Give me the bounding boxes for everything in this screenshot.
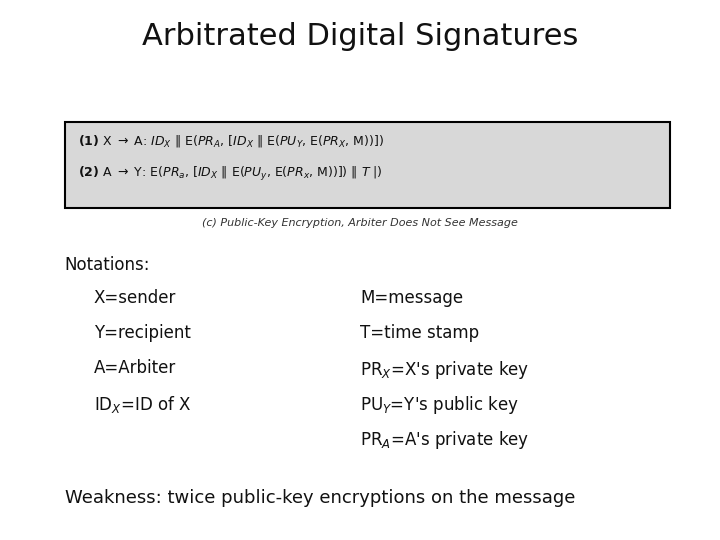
Text: A=Arbiter: A=Arbiter <box>94 359 176 377</box>
Text: PU$_Y$=Y's public key: PU$_Y$=Y's public key <box>360 394 519 416</box>
Text: PR$_X$=X's private key: PR$_X$=X's private key <box>360 359 529 381</box>
Text: Arbitrated Digital Signatures: Arbitrated Digital Signatures <box>142 22 578 51</box>
Text: ID$_X$=ID of X: ID$_X$=ID of X <box>94 394 191 415</box>
Text: Notations:: Notations: <box>65 256 150 274</box>
Text: T=time stamp: T=time stamp <box>360 324 479 342</box>
Text: X=sender: X=sender <box>94 289 176 307</box>
Text: Y=recipient: Y=recipient <box>94 324 191 342</box>
Text: (c) Public-Key Encryption, Arbiter Does Not See Message: (c) Public-Key Encryption, Arbiter Does … <box>202 218 518 228</box>
Text: M=message: M=message <box>360 289 463 307</box>
Text: $\mathbf{(1)}$ X $\rightarrow$ A: $\mathit{ID}_X$ $\|$ E($\mathit{PR}_A$, [$\mat: $\mathbf{(1)}$ X $\rightarrow$ A: $\math… <box>78 133 384 150</box>
FancyBboxPatch shape <box>65 122 670 208</box>
Text: Weakness: twice public-key encryptions on the message: Weakness: twice public-key encryptions o… <box>65 489 575 507</box>
Text: $\mathbf{(2)}$ A $\rightarrow$ Y: E($\mathit{PR}_a$, [$\mathit{ID}_X$ $\|$ E($\m: $\mathbf{(2)}$ A $\rightarrow$ Y: E($\ma… <box>78 165 382 183</box>
Text: PR$_A$=A's private key: PR$_A$=A's private key <box>360 429 529 451</box>
